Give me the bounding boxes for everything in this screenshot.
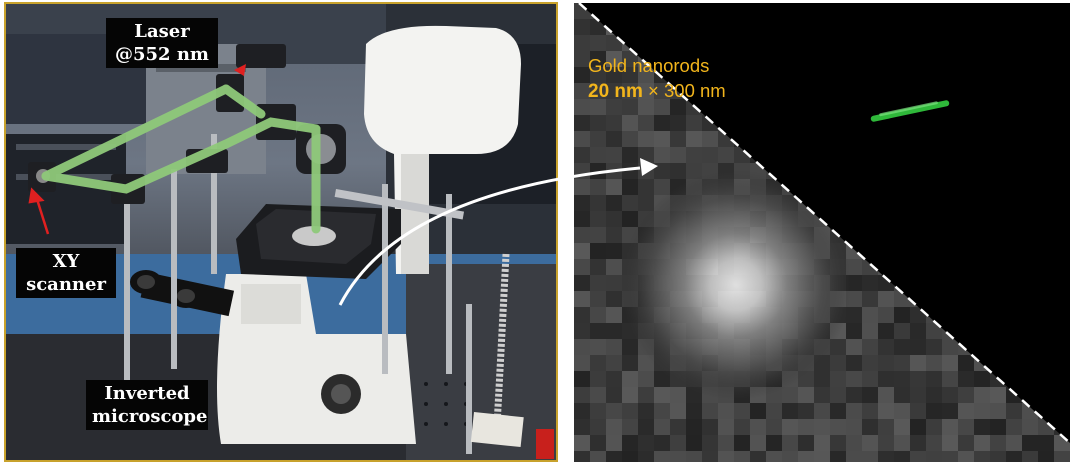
caption-title: Gold nanorods bbox=[588, 55, 710, 76]
caption-diameter: 20 nm bbox=[588, 81, 643, 102]
pixel-image-svg bbox=[574, 3, 1070, 462]
nanorod-caption: Gold nanorods 20 nm × 300 nm bbox=[588, 53, 726, 104]
xy-scanner-label-line1: XY bbox=[52, 251, 80, 272]
microscopy-image: Gold nanorods 20 nm × 300 nm bbox=[574, 3, 1070, 462]
caption-dimensions: 20 nm × 300 nm bbox=[588, 78, 726, 104]
diagonal-divider bbox=[578, 3, 1070, 444]
inverted-microscope-label: Inverted microscope bbox=[86, 380, 208, 430]
lab-setup-photo: Laser @552 nm XY scanner Inverted micros… bbox=[4, 2, 558, 462]
caption-length: × 300 nm bbox=[642, 80, 726, 101]
inverted-microscope-label-line2: microscope bbox=[92, 406, 208, 427]
inverted-microscope-label-line1: Inverted bbox=[104, 383, 190, 404]
laser-label-line1: Laser bbox=[134, 21, 190, 42]
laser-label-line2: @552 nm bbox=[115, 44, 209, 65]
laser-label: Laser @552 nm bbox=[106, 18, 218, 68]
xy-scanner-label: XY scanner bbox=[16, 248, 116, 298]
xy-scanner-label-line2: scanner bbox=[26, 274, 106, 295]
